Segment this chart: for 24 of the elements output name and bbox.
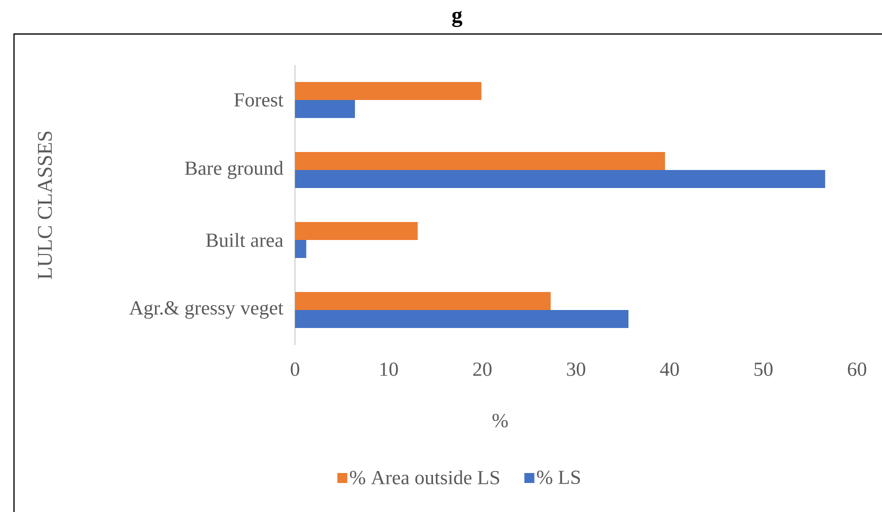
x-tick-label: 30 bbox=[566, 362, 586, 376]
bar bbox=[295, 310, 628, 328]
x-tick-label: 20 bbox=[473, 362, 492, 376]
bar bbox=[295, 100, 355, 118]
bar bbox=[295, 82, 482, 100]
bar bbox=[295, 222, 418, 240]
y-tick-label: Bare ground bbox=[185, 160, 284, 180]
x-tick-label: 10 bbox=[380, 362, 398, 376]
y-tick-label: Forest bbox=[234, 93, 284, 107]
y-tick-label: Agr.& gressy veget bbox=[129, 301, 284, 319]
bar bbox=[295, 152, 665, 170]
x-axis-title: % bbox=[492, 414, 508, 428]
legend-label: % LS bbox=[537, 470, 580, 484]
bar bbox=[295, 240, 306, 258]
x-tick-label: 40 bbox=[660, 362, 679, 376]
x-tick-label: 60 bbox=[848, 362, 866, 376]
y-tick-label: Built area bbox=[206, 232, 284, 247]
chart-title: g bbox=[452, 10, 462, 28]
x-tick-label: 0 bbox=[290, 362, 300, 376]
x-tick-label: 50 bbox=[754, 362, 773, 376]
y-axis-title: LULC CLASSES bbox=[38, 132, 52, 280]
bar bbox=[295, 170, 826, 188]
bar bbox=[295, 292, 551, 310]
legend-label: % Area outside LS bbox=[350, 470, 500, 484]
